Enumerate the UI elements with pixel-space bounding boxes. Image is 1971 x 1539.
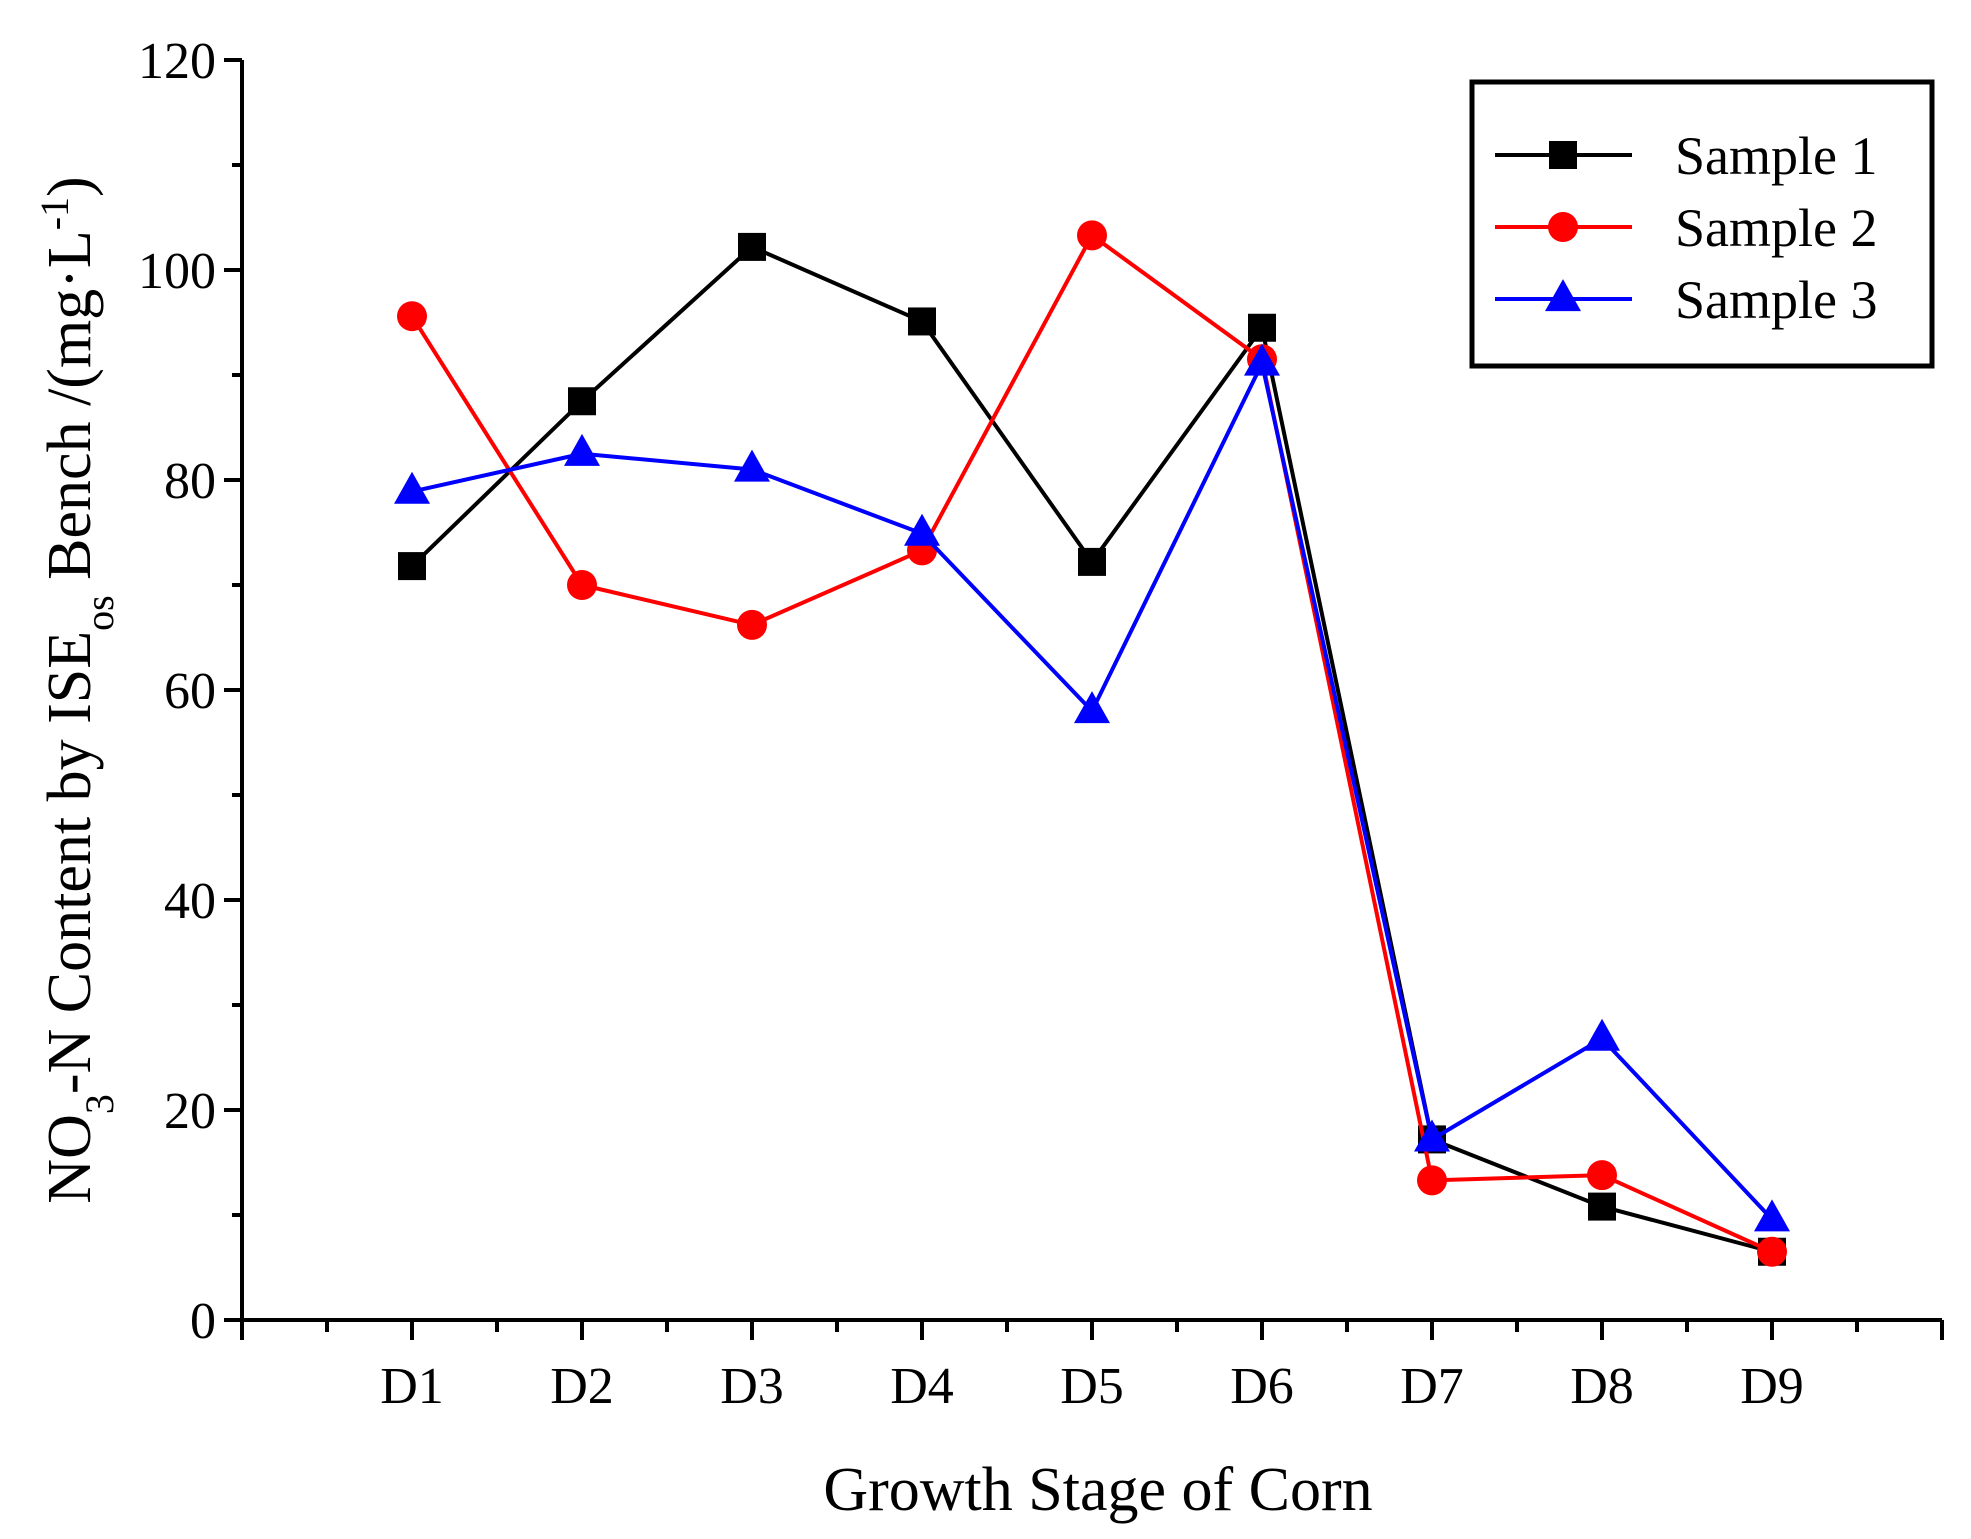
series-1-point bbox=[1588, 1192, 1616, 1221]
x-tick-label: D2 bbox=[550, 1358, 614, 1415]
series-3 bbox=[394, 343, 1790, 1232]
series-3-point bbox=[1584, 1018, 1620, 1051]
y-title-subscript: 3 bbox=[77, 1094, 122, 1114]
y-title-subscript: os bbox=[77, 595, 122, 631]
x-tick-label: D4 bbox=[890, 1358, 954, 1415]
series-2-point bbox=[1417, 1165, 1447, 1196]
y-tick-label: 60 bbox=[164, 663, 216, 720]
y-title-superscript: -1 bbox=[32, 197, 77, 230]
legend-marker-triangle bbox=[1545, 279, 1581, 312]
series-2-line bbox=[410, 233, 1773, 1254]
y-axis-title: NO3-N Content by ISEos Bench /(mg·L-1) bbox=[32, 176, 122, 1203]
y-ticks: 0 20 40 60 80 100 120 bbox=[138, 33, 242, 1350]
legend-label: Sample 1 bbox=[1675, 126, 1877, 186]
legend-label: Sample 2 bbox=[1675, 198, 1877, 258]
y-tick-label: 120 bbox=[138, 33, 216, 90]
x-tick-label: D1 bbox=[380, 1358, 444, 1415]
x-tick-label: D9 bbox=[1740, 1358, 1804, 1415]
y-tick-label: 40 bbox=[164, 873, 216, 930]
series-2-point bbox=[1587, 1160, 1617, 1191]
series-2-point bbox=[1757, 1236, 1787, 1267]
legend-marker-square bbox=[1549, 141, 1577, 169]
x-axis-title: Growth Stage of Corn bbox=[823, 1456, 1372, 1524]
series-1-point bbox=[568, 387, 596, 416]
x-ticks: D1 D2 D3 D4 D5 D6 D7 D8 D9 bbox=[240, 1320, 1944, 1415]
series-3-point bbox=[1414, 1119, 1450, 1152]
series-3-line bbox=[411, 361, 1774, 1221]
series-2 bbox=[397, 220, 1787, 1267]
y-tick-label: 0 bbox=[190, 1293, 216, 1350]
series-1-point bbox=[738, 232, 766, 261]
series-1-point bbox=[398, 552, 426, 581]
series-2-point bbox=[737, 609, 767, 640]
x-tick-label: D8 bbox=[1570, 1358, 1634, 1415]
y-title-part: -N Content by ISE bbox=[36, 631, 104, 1094]
legend-marker-circle bbox=[1548, 212, 1578, 242]
y-title-part: NO bbox=[36, 1114, 104, 1204]
x-tick-label: D5 bbox=[1060, 1358, 1124, 1415]
series-3-point bbox=[1754, 1199, 1790, 1232]
x-tick-label: D7 bbox=[1400, 1358, 1464, 1415]
series-3-point bbox=[904, 513, 940, 546]
series-1-point bbox=[1078, 547, 1106, 576]
legend: Sample 1 Sample 2 Sample 3 bbox=[1469, 79, 1935, 369]
y-tick-label: 20 bbox=[164, 1083, 216, 1140]
y-tick-label: 80 bbox=[164, 453, 216, 510]
series-layer bbox=[394, 220, 1790, 1267]
y-title-part: ) bbox=[36, 176, 104, 197]
x-tick-label: D3 bbox=[720, 1358, 784, 1415]
x-tick-label: D6 bbox=[1230, 1358, 1294, 1415]
legend-label: Sample 3 bbox=[1675, 270, 1877, 330]
y-tick-label: 100 bbox=[138, 243, 216, 300]
series-1 bbox=[398, 232, 1786, 1266]
series-3-point bbox=[564, 433, 600, 466]
series-3-point bbox=[394, 471, 430, 504]
series-3-point bbox=[734, 449, 770, 482]
series-2-point bbox=[1077, 220, 1107, 251]
series-1-point bbox=[1248, 313, 1276, 342]
series-2-point bbox=[567, 570, 597, 600]
series-2-point bbox=[397, 301, 427, 332]
y-title-part: Bench /(mg·L bbox=[36, 230, 104, 595]
series-1-line bbox=[410, 244, 1773, 1254]
series-3-point bbox=[1244, 343, 1280, 376]
series-1-point bbox=[908, 307, 936, 336]
series-3-point bbox=[1074, 691, 1110, 724]
